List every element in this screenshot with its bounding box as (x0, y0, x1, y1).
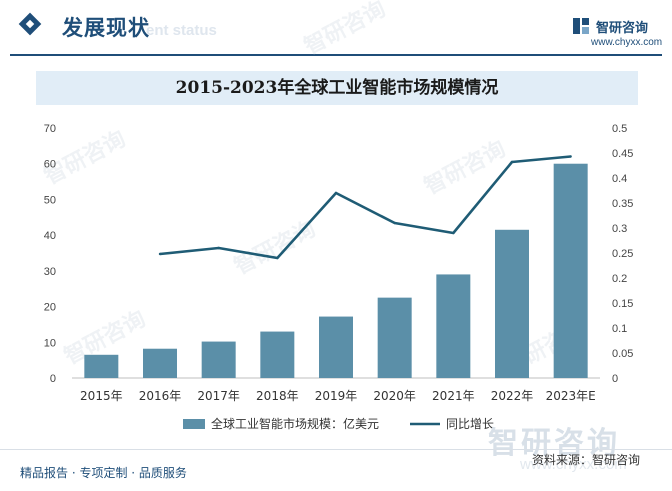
x-tick-label: 2023年E (546, 389, 596, 403)
footer-slogan: 精品报告 · 专项定制 · 品质服务 (20, 466, 187, 480)
y-right-tick-label: 0 (612, 373, 618, 385)
chart-bar (319, 316, 353, 378)
chart-bar (143, 348, 177, 378)
chart-bar (436, 274, 471, 378)
y-right-tick-label: 0.25 (612, 248, 633, 260)
x-tick-label: 2019年 (315, 389, 358, 403)
growth-point (452, 231, 455, 235)
y-right-tick-label: 0.1 (612, 323, 627, 335)
y-right-tick-label: 0.2 (612, 273, 627, 285)
y-right-tick-label: 0.05 (612, 348, 633, 360)
legend-line-label: 同比增长 (446, 417, 494, 431)
y-right-tick-label: 0.45 (612, 148, 633, 160)
x-tick-label: 2022年 (491, 389, 534, 403)
brand-logo-icon (573, 18, 589, 34)
x-tick-label: 2016年 (139, 389, 182, 403)
section-header: ent status 发展现状 智研咨询 www.chyxx.com (0, 0, 672, 62)
footer-divider (0, 449, 672, 450)
growth-point (276, 256, 279, 260)
section-title: 发展现状 (62, 16, 150, 40)
growth-point (510, 160, 514, 164)
chart-bar (260, 331, 295, 378)
brand-url: www.chyxx.com (591, 37, 663, 48)
y-right-tick-label: 0.15 (612, 298, 633, 310)
growth-line (159, 155, 571, 260)
growth-point (569, 155, 572, 158)
footer-watermark-url: www.chyxx.com (520, 456, 627, 473)
footer-source: 资料来源：智研咨询 (532, 453, 641, 467)
chart-bar (201, 341, 236, 378)
chart-bar (84, 354, 119, 378)
x-tick-label: 2017年 (197, 389, 240, 403)
chart-title: 2015-2023年全球工业智能市场规模情况 (175, 78, 499, 98)
y-right-tick-label: 0.4 (612, 173, 627, 185)
y-left-tick-label: 30 (44, 266, 56, 278)
chart-bar (377, 297, 412, 378)
x-tick-label: 2018年 (256, 389, 299, 403)
chart-bar (553, 163, 588, 378)
x-tick-label: 2020年 (373, 389, 416, 403)
y-left-tick-label: 50 (44, 194, 56, 206)
footer-watermark: 智研咨询 (488, 426, 620, 461)
y-left-tick-label: 10 (44, 337, 56, 349)
legend-bar-label: 全球工业智能市场规模：亿美元 (211, 416, 379, 431)
y-right-tick-label: 0.5 (612, 123, 627, 135)
growth-point (393, 221, 396, 225)
y-left-tick-label: 60 (44, 159, 56, 171)
y-right-tick-label: 0.35 (612, 198, 633, 210)
x-tick-label: 2015年 (80, 389, 123, 403)
legend-bar-swatch (183, 419, 205, 429)
chart-title-band (36, 71, 638, 105)
brand-name: 智研咨询 (596, 21, 649, 36)
y-left-tick-label: 20 (44, 302, 56, 314)
y-right-tick-label: 0.3 (612, 223, 627, 235)
header-divider (10, 54, 662, 56)
y-left-tick-label: 70 (44, 123, 56, 135)
growth-point (217, 246, 220, 250)
section-subtitle: ent status (146, 22, 217, 39)
chart-bar (495, 229, 529, 378)
y-left-tick-label: 0 (50, 373, 56, 385)
y-left-tick-label: 40 (44, 230, 56, 242)
growth-point (158, 252, 162, 256)
x-tick-label: 2021年 (432, 389, 475, 403)
growth-point (334, 191, 338, 195)
